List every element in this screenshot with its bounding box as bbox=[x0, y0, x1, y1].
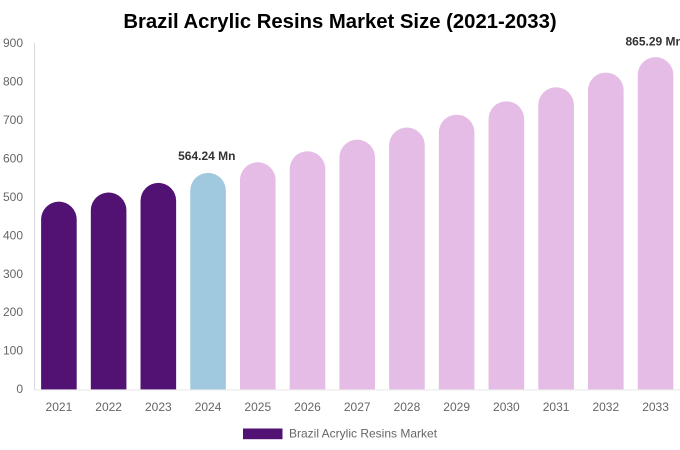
svg-text:2026: 2026 bbox=[294, 400, 321, 414]
svg-text:Brazil Acrylic Resins Market S: Brazil Acrylic Resins Market Size (2021-… bbox=[123, 11, 556, 33]
svg-text:2028: 2028 bbox=[394, 400, 421, 414]
svg-text:2027: 2027 bbox=[344, 400, 371, 414]
svg-text:300: 300 bbox=[3, 267, 23, 281]
svg-text:500: 500 bbox=[3, 190, 23, 204]
svg-text:2023: 2023 bbox=[145, 400, 172, 414]
svg-text:400: 400 bbox=[3, 228, 23, 242]
svg-text:600: 600 bbox=[3, 152, 23, 166]
svg-text:2024: 2024 bbox=[195, 400, 222, 414]
svg-text:564.24 Mn: 564.24 Mn bbox=[178, 149, 235, 163]
svg-text:2022: 2022 bbox=[95, 400, 122, 414]
svg-text:Brazil Acrylic Resins Market: Brazil Acrylic Resins Market bbox=[289, 427, 438, 441]
svg-text:865.29 Mn: 865.29 Mn bbox=[626, 34, 680, 48]
svg-text:700: 700 bbox=[3, 113, 23, 127]
svg-text:2033: 2033 bbox=[642, 400, 669, 414]
svg-text:2031: 2031 bbox=[543, 400, 570, 414]
svg-text:2030: 2030 bbox=[493, 400, 520, 414]
svg-text:800: 800 bbox=[3, 75, 23, 89]
svg-text:200: 200 bbox=[3, 305, 23, 319]
svg-text:2032: 2032 bbox=[592, 400, 619, 414]
svg-text:100: 100 bbox=[3, 344, 23, 358]
svg-text:900: 900 bbox=[3, 36, 23, 50]
svg-text:2021: 2021 bbox=[46, 400, 73, 414]
svg-text:2025: 2025 bbox=[244, 400, 271, 414]
svg-text:2029: 2029 bbox=[443, 400, 470, 414]
svg-text:0: 0 bbox=[16, 382, 23, 396]
